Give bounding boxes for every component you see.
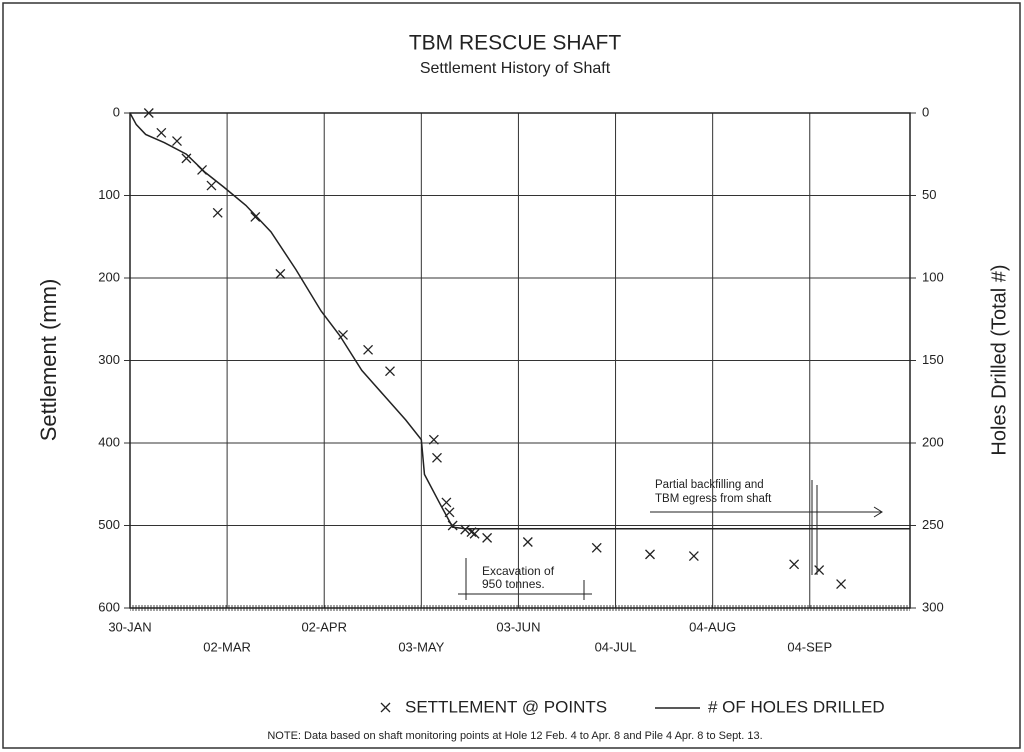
y2-tick-label: 150 (922, 352, 944, 367)
x-tick-label: 02-MAR (203, 639, 251, 654)
point-stroke (645, 549, 655, 560)
y-axis-label: Settlement (mm) (36, 279, 61, 442)
point (789, 559, 800, 570)
x-tick-label: 03-JUN (496, 619, 540, 634)
point (338, 329, 348, 340)
legend-label: SETTLEMENT @ POINTS (405, 697, 607, 716)
point-stroke (522, 537, 533, 547)
point (460, 524, 471, 535)
y-tick-label: 500 (98, 517, 120, 532)
point-stroke (814, 565, 825, 576)
y-tick-label: 300 (98, 352, 120, 367)
point-stroke (181, 153, 192, 164)
x-tick-label: 04-AUG (689, 619, 736, 634)
point-stroke (385, 366, 395, 377)
point (591, 542, 602, 553)
point (212, 207, 223, 218)
point-stroke (250, 211, 261, 222)
note: NOTE: Data based on shaft monitoring poi… (267, 730, 762, 742)
y-tick-label: 100 (98, 187, 120, 202)
x-tick-label: 02-APR (301, 619, 347, 634)
y2-tick-label: 50 (922, 187, 936, 202)
y2-axis-label: Holes Drilled (Total #) (988, 264, 1010, 455)
excavation-annotation (458, 558, 592, 600)
point-stroke (156, 127, 167, 138)
point-stroke (338, 329, 348, 340)
point-stroke (469, 528, 480, 539)
legend-label: # OF HOLES DRILLED (708, 697, 885, 716)
annotation: Partial backfilling and (655, 479, 764, 491)
point (363, 344, 374, 355)
point (385, 366, 395, 377)
point (275, 268, 286, 279)
point-stroke (447, 520, 458, 531)
point-stroke (143, 108, 154, 118)
point (181, 153, 192, 164)
plot-border (129, 112, 911, 609)
y-tick-label: 600 (98, 599, 120, 614)
chart-subtitle: Settlement History of Shaft (420, 60, 611, 77)
point-stroke (206, 180, 217, 191)
point (432, 452, 442, 463)
x-tick-label: 30-JAN (108, 619, 151, 634)
point (688, 551, 699, 561)
legend-stroke (380, 702, 391, 713)
x-tick-label: 03-MAY (398, 639, 444, 654)
point (814, 565, 825, 576)
point (522, 537, 533, 547)
y-tick-label: 0 (113, 104, 120, 119)
point-stroke (688, 551, 699, 561)
point (482, 532, 493, 543)
y2-tick-label: 0 (922, 104, 929, 119)
annotation: 950 tonnes. (482, 577, 545, 591)
backfill-annotation (650, 480, 883, 575)
y-tick-label: 400 (98, 434, 120, 449)
y-tick-label: 200 (98, 269, 120, 284)
point-stroke (789, 559, 800, 570)
point (250, 211, 261, 222)
point-stroke (836, 579, 847, 590)
point-stroke (482, 532, 493, 543)
point (156, 127, 167, 138)
point (441, 497, 452, 508)
point-stroke (275, 268, 286, 279)
y2-tick-label: 300 (922, 599, 944, 614)
point-stroke (460, 524, 471, 535)
y2-tick-label: 200 (922, 434, 944, 449)
point-stroke (428, 434, 439, 445)
y2-tick-label: 250 (922, 517, 944, 532)
point-stroke (363, 344, 374, 355)
point-stroke (172, 136, 182, 147)
point-stroke (441, 497, 452, 508)
point (645, 549, 655, 560)
x-tick-label: 04-JUL (595, 639, 637, 654)
point (836, 579, 847, 590)
legend-marker (380, 702, 391, 713)
x-tick-label: 04-SEP (787, 639, 832, 654)
y2-tick-label: 100 (922, 269, 944, 284)
point (143, 108, 154, 118)
annotation: TBM egress from shaft (655, 493, 772, 505)
point (428, 434, 439, 445)
point-stroke (591, 542, 602, 553)
point-stroke (212, 207, 223, 218)
point (172, 136, 182, 147)
chart-title: TBM RESCUE SHAFT (409, 32, 622, 55)
point-stroke (432, 452, 442, 463)
point (469, 528, 480, 539)
line (129, 112, 910, 530)
point (206, 180, 217, 191)
